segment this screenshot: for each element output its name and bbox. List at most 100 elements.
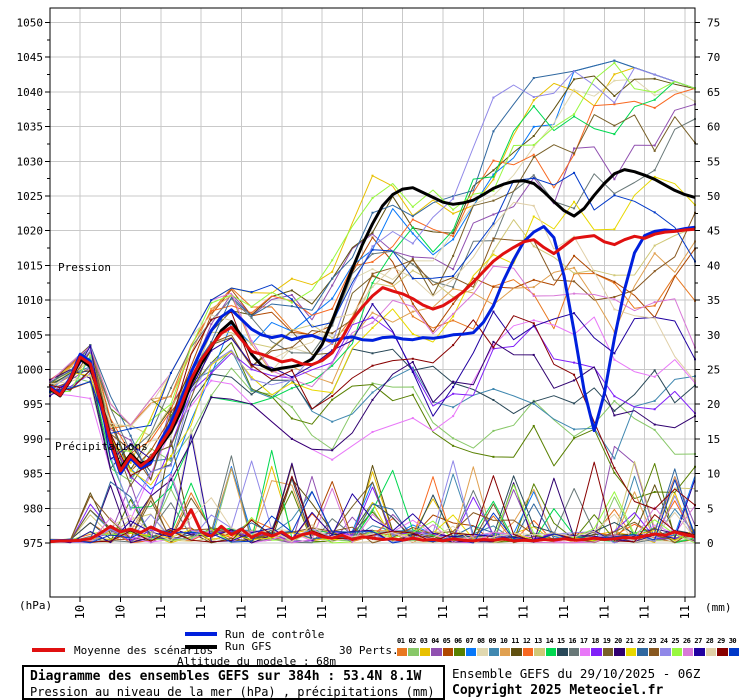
pert-color-swatch bbox=[728, 648, 740, 656]
run-info: Ensemble GEFS du 29/10/2025 - 06Z bbox=[452, 666, 701, 681]
pert-number: 05 bbox=[442, 637, 451, 645]
pert-number: 14 bbox=[545, 637, 554, 645]
svg-text:70: 70 bbox=[707, 51, 720, 64]
svg-text:1040: 1040 bbox=[17, 86, 44, 99]
pert-color-swatch bbox=[511, 648, 522, 656]
svg-text:03/11: 03/11 bbox=[234, 605, 248, 618]
pert-color-swatch bbox=[477, 648, 488, 656]
pert-color-swatch bbox=[408, 648, 419, 656]
svg-text:12/11: 12/11 bbox=[597, 605, 611, 618]
pert-number: 02 bbox=[408, 637, 416, 645]
svg-text:1035: 1035 bbox=[17, 121, 44, 134]
svg-text:06/11: 06/11 bbox=[355, 605, 369, 618]
svg-text:55: 55 bbox=[707, 155, 720, 168]
legend-mean-label: Moyenne des scénarios bbox=[74, 644, 214, 657]
pert-number: 13 bbox=[534, 637, 542, 645]
svg-text:980: 980 bbox=[23, 502, 43, 515]
pert-number: 10 bbox=[499, 637, 508, 645]
pert-color-swatch bbox=[557, 648, 568, 656]
pert-number: 11 bbox=[511, 637, 519, 645]
pert-number: 29 bbox=[717, 637, 725, 645]
svg-text:13/11: 13/11 bbox=[638, 605, 652, 618]
legend-mean-line-sample bbox=[32, 648, 65, 652]
altitude-note: Altitude du modele : 68m bbox=[177, 655, 336, 668]
pert-color-swatch bbox=[648, 648, 660, 656]
title-box: Diagramme des ensembles GEFS sur 384h : … bbox=[22, 665, 445, 700]
svg-text:65: 65 bbox=[707, 86, 720, 99]
svg-text:02/11: 02/11 bbox=[194, 605, 208, 618]
svg-text:1045: 1045 bbox=[17, 51, 44, 64]
pert-number: 19 bbox=[602, 637, 611, 645]
svg-text:30/10: 30/10 bbox=[73, 605, 87, 618]
pert-number: 24 bbox=[660, 637, 668, 645]
pert-number: 26 bbox=[682, 637, 691, 645]
pert-color-swatch bbox=[625, 648, 637, 656]
svg-text:05/11: 05/11 bbox=[315, 605, 329, 618]
pert-color-swatch bbox=[419, 648, 431, 656]
pressure-inner-label: Pression bbox=[58, 261, 111, 274]
pert-color-swatch bbox=[568, 648, 579, 656]
legend-gfs-line-sample bbox=[185, 645, 217, 649]
pert-number: 07 bbox=[465, 637, 474, 645]
pert-number: 22 bbox=[637, 637, 645, 645]
pert-number: 20 bbox=[614, 637, 622, 645]
left-axis-unit: (hPa) bbox=[19, 599, 53, 612]
svg-text:15: 15 bbox=[707, 433, 720, 446]
svg-text:1010: 1010 bbox=[17, 294, 44, 307]
legend-gfs-label: Run GFS bbox=[225, 640, 272, 653]
svg-text:10/11: 10/11 bbox=[517, 605, 531, 618]
pert-numbers-row: 01 02 03 04 05 06 07 08 09 10 11 12 13 14 15 16 17 18 19 20… bbox=[397, 637, 740, 645]
diagram-title: Diagramme des ensembles GEFS sur 384h : … bbox=[30, 669, 422, 684]
legend-control-label: Run de contrôle bbox=[225, 628, 325, 641]
svg-text:04/11: 04/11 bbox=[275, 605, 289, 618]
svg-text:1015: 1015 bbox=[17, 259, 44, 272]
svg-text:50: 50 bbox=[707, 190, 720, 203]
svg-text:08/11: 08/11 bbox=[436, 605, 450, 618]
pert-color-swatch bbox=[522, 648, 534, 656]
svg-text:11/11: 11/11 bbox=[557, 605, 571, 618]
pert-color-swatch bbox=[431, 648, 442, 656]
pert-color-swatch bbox=[614, 648, 625, 656]
pert-number: 30 bbox=[728, 637, 737, 645]
svg-text:10: 10 bbox=[707, 468, 720, 481]
pert-color-swatch bbox=[465, 648, 477, 656]
pert-color-swatch bbox=[705, 648, 717, 656]
svg-text:1025: 1025 bbox=[17, 190, 44, 203]
svg-text:975: 975 bbox=[23, 537, 43, 550]
pert-number: 04 bbox=[431, 637, 439, 645]
pert-number: 06 bbox=[454, 637, 462, 645]
pert-number: 15 bbox=[557, 637, 565, 645]
pert-number: 01 bbox=[397, 637, 405, 645]
pert-color-swatch bbox=[591, 648, 602, 656]
svg-text:1050: 1050 bbox=[17, 17, 44, 30]
pert-color-swatch bbox=[660, 648, 671, 656]
svg-text:0: 0 bbox=[707, 537, 714, 550]
diagram-subtitle: Pression au niveau de la mer (hPa) , pré… bbox=[30, 685, 435, 699]
svg-text:09/11: 09/11 bbox=[476, 605, 490, 618]
svg-text:1020: 1020 bbox=[17, 225, 44, 238]
svg-text:5: 5 bbox=[707, 502, 714, 515]
pert-number: 09 bbox=[488, 637, 497, 645]
pert-color-swatch bbox=[442, 648, 454, 656]
svg-text:1005: 1005 bbox=[17, 329, 44, 342]
legend-perts-label: 30 Perts. bbox=[339, 644, 399, 657]
svg-text:1030: 1030 bbox=[17, 155, 44, 168]
right-axis-unit: (mm) bbox=[705, 601, 732, 614]
pert-number: 18 bbox=[591, 637, 599, 645]
svg-text:14/11: 14/11 bbox=[678, 605, 692, 618]
pert-number: 23 bbox=[648, 637, 657, 645]
pert-color-swatch bbox=[637, 648, 648, 656]
svg-text:985: 985 bbox=[23, 468, 43, 481]
pert-color-swatch bbox=[602, 648, 614, 656]
pert-color-swatch bbox=[499, 648, 511, 656]
svg-text:01/11: 01/11 bbox=[154, 605, 168, 618]
pert-number: 28 bbox=[705, 637, 714, 645]
svg-text:20: 20 bbox=[707, 398, 720, 411]
svg-text:25: 25 bbox=[707, 364, 720, 377]
svg-text:75: 75 bbox=[707, 17, 720, 30]
pert-color-swatch bbox=[580, 648, 591, 656]
svg-text:45: 45 bbox=[707, 225, 720, 238]
pert-number: 08 bbox=[477, 637, 485, 645]
